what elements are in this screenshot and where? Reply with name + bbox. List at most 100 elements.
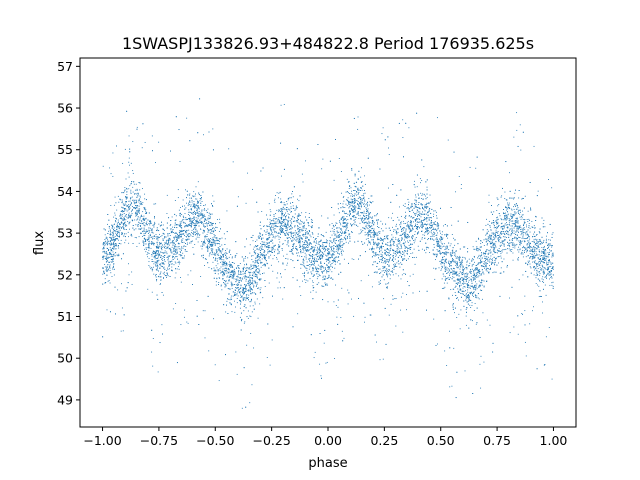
data-point (222, 255, 224, 256)
data-point (347, 192, 349, 194)
data-point (111, 242, 112, 244)
data-point (433, 267, 435, 269)
data-point (236, 298, 238, 299)
data-point (507, 205, 509, 207)
data-point (451, 250, 453, 252)
data-point (361, 206, 362, 208)
data-point (197, 217, 199, 219)
data-point (467, 295, 469, 297)
data-point (307, 280, 309, 282)
data-point (386, 273, 388, 275)
data-point (521, 216, 523, 217)
data-point (236, 284, 238, 286)
data-point (548, 239, 550, 241)
data-point (215, 243, 216, 245)
data-point (341, 253, 343, 254)
data-point (164, 237, 165, 239)
data-point (535, 275, 537, 277)
data-point (490, 252, 492, 254)
data-point (543, 251, 545, 253)
data-point (287, 258, 289, 260)
data-point (286, 211, 288, 213)
data-point (186, 242, 188, 244)
data-point (216, 242, 218, 244)
data-point (414, 240, 416, 242)
data-point (280, 198, 282, 200)
data-point (499, 272, 501, 274)
data-point (306, 246, 307, 248)
data-point (281, 228, 283, 230)
data-point (409, 256, 410, 257)
data-point (503, 227, 505, 229)
data-point (430, 225, 432, 227)
data-point (201, 248, 203, 250)
data-point (182, 221, 184, 223)
data-point (459, 328, 461, 330)
data-point (296, 255, 298, 257)
data-point (212, 195, 214, 197)
data-point (103, 247, 104, 249)
data-point (129, 185, 131, 187)
data-point (488, 256, 489, 258)
data-point (268, 242, 270, 244)
data-point (313, 251, 314, 253)
data-point (318, 243, 320, 245)
data-point (277, 218, 279, 220)
data-point (521, 237, 523, 239)
data-point (503, 244, 505, 246)
data-point (161, 324, 163, 326)
data-point (508, 243, 510, 245)
data-point (215, 249, 217, 251)
data-point (331, 271, 333, 273)
data-point (522, 231, 524, 233)
data-point (454, 280, 456, 282)
data-point (436, 239, 438, 241)
data-point (157, 247, 159, 249)
data-point (185, 232, 187, 234)
data-point (524, 240, 526, 242)
data-point (457, 274, 459, 276)
data-point (299, 228, 300, 230)
data-point (240, 279, 242, 281)
data-point (267, 250, 269, 252)
data-point (273, 220, 275, 222)
data-point (180, 324, 182, 326)
data-point (156, 227, 158, 229)
data-point (241, 407, 243, 409)
data-point (326, 272, 328, 274)
data-point (363, 214, 364, 216)
data-point (397, 251, 399, 253)
data-point (211, 246, 213, 247)
data-point (329, 245, 331, 247)
data-point (523, 227, 525, 229)
data-point (551, 187, 553, 189)
data-point (546, 264, 548, 266)
data-point (237, 275, 239, 277)
data-point (454, 252, 456, 254)
data-point (346, 178, 348, 180)
data-point (136, 214, 138, 216)
data-point (433, 235, 435, 237)
data-point (281, 221, 283, 222)
data-point (416, 229, 418, 231)
data-point (387, 259, 389, 261)
data-point (364, 200, 366, 202)
data-point (464, 268, 466, 270)
data-point (441, 251, 443, 253)
data-point (316, 240, 317, 242)
data-point (224, 238, 226, 240)
data-point (395, 237, 397, 239)
data-point (297, 213, 299, 215)
data-point (469, 285, 471, 287)
data-point (291, 240, 292, 242)
data-point (162, 258, 164, 260)
data-point (343, 195, 345, 197)
data-point (500, 233, 502, 234)
data-point (327, 248, 329, 250)
data-point (330, 277, 332, 279)
data-point (485, 268, 487, 270)
data-point (301, 212, 303, 214)
data-point (335, 256, 337, 258)
data-point (370, 216, 372, 218)
